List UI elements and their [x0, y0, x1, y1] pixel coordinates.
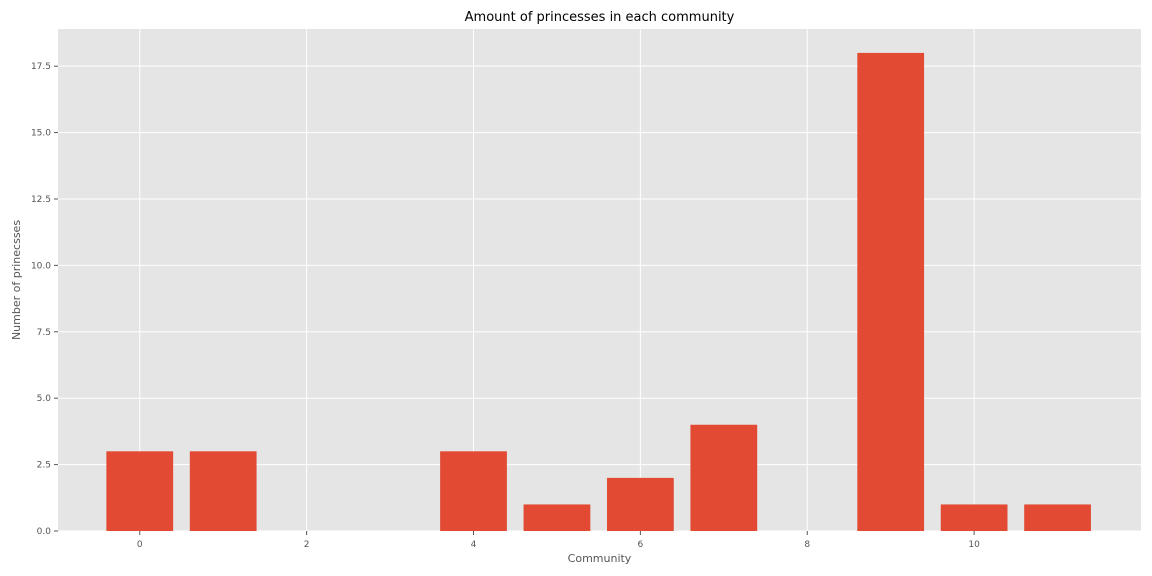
y-tick-label: 17.5	[31, 62, 51, 72]
bar-community-5	[523, 504, 591, 531]
x-tick-label: 4	[471, 540, 477, 550]
bar-community-9	[857, 52, 925, 532]
x-tick-label: 10	[968, 540, 980, 550]
bar-community-0	[106, 451, 174, 531]
y-tick-label: 10.0	[31, 261, 51, 271]
plot-area	[58, 29, 1141, 531]
bar-community-10	[940, 504, 1008, 531]
x-axis-label: Community	[568, 552, 632, 565]
bar-community-1	[189, 451, 257, 531]
bar-community-11	[1024, 504, 1091, 531]
y-tick-label: 0.0	[37, 527, 52, 537]
x-axis-ticks: 0 2 4 6 8 10	[137, 531, 980, 550]
y-tick-label: 15.0	[31, 129, 51, 139]
chart-title: Amount of princesses in each community	[465, 10, 735, 25]
x-tick-label: 6	[638, 540, 644, 550]
y-tick-label: 7.5	[37, 328, 51, 338]
y-axis-ticks: 0.0 2.5 5.0 7.5 10.0 12.5 15.0 17.5	[31, 62, 58, 537]
x-tick-label: 8	[804, 540, 810, 550]
y-axis-label: Number of prinecsses	[10, 220, 23, 340]
y-tick-label: 5.0	[37, 394, 52, 404]
bar-community-6	[607, 477, 674, 531]
bar-community-7	[690, 424, 758, 531]
x-tick-label: 0	[137, 540, 143, 550]
bars	[106, 52, 1091, 532]
bar-community-4	[440, 451, 507, 531]
y-tick-label: 2.5	[37, 461, 51, 471]
y-tick-label: 12.5	[31, 195, 51, 205]
x-tick-label: 2	[304, 540, 310, 550]
